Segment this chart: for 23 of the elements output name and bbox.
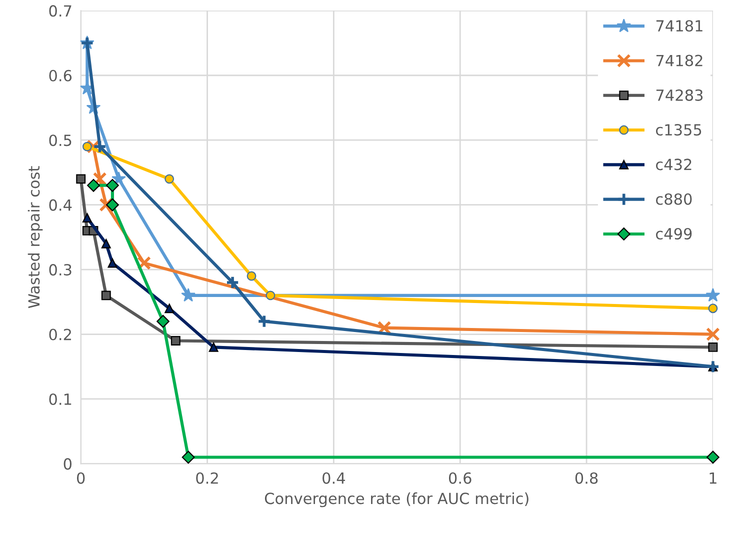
x-tick-label: 0.4 (322, 472, 345, 484)
legend-label: c1355 (656, 124, 702, 136)
legend-label: 74182 (656, 54, 702, 66)
legend-label: c432 (656, 158, 692, 170)
y-tick-label: 0.6 (49, 70, 72, 82)
x-axis-title: Convergence rate (for AUC metric) (264, 492, 528, 508)
y-tick-label: 0.2 (49, 328, 71, 340)
y-tick-label: 0 (64, 458, 72, 470)
y-tick-label: 0.7 (49, 5, 72, 17)
legend-label: 74283 (656, 89, 703, 101)
legend-label: 74181 (656, 20, 702, 32)
x-tick-label: 1 (710, 472, 716, 484)
x-tick-label: 0.6 (448, 472, 472, 484)
y-axis-title: Wasted repair cost (28, 166, 43, 308)
x-tick-label: 0 (76, 472, 85, 484)
x-tick-label: 0.2 (196, 472, 218, 484)
legend-label: c499 (656, 228, 692, 240)
y-tick-label: 0.5 (49, 134, 72, 146)
y-tick-label: 0.3 (49, 264, 72, 276)
y-tick-label: 0.1 (49, 393, 72, 406)
x-tick-label: 0.8 (575, 472, 598, 484)
y-tick-label: 0.4 (49, 199, 72, 211)
legend-label: c880 (656, 193, 692, 205)
